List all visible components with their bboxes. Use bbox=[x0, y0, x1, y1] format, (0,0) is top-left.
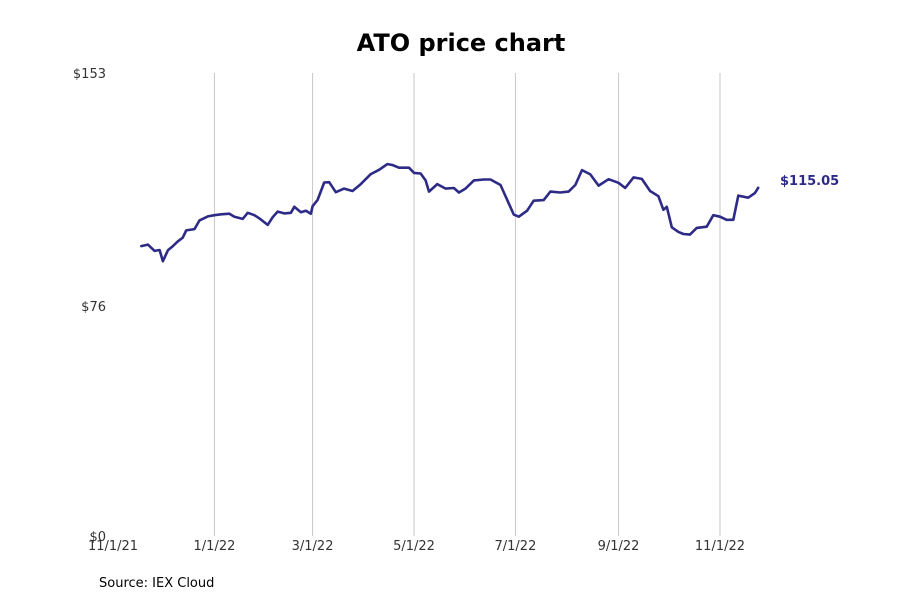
y-tick-label: $76 bbox=[81, 300, 106, 315]
y-tick-label: $0 bbox=[89, 530, 106, 545]
x-axis: 11/1/21 1/1/22 3/1/22 5/1/22 7/1/22 9/1/22 11/… bbox=[88, 539, 745, 554]
y-tick-label: $153 bbox=[73, 67, 106, 82]
x-tick-label: 7/1/22 bbox=[495, 539, 537, 554]
x-tick-label: 11/1/21 bbox=[88, 539, 138, 554]
price-series-line bbox=[140, 162, 760, 263]
x-tick-label: 3/1/22 bbox=[292, 539, 334, 554]
chart-title: ATO price chart bbox=[357, 29, 566, 57]
x-tick-label: 11/1/22 bbox=[695, 539, 745, 554]
x-tick-label: 9/1/22 bbox=[598, 539, 640, 554]
x-tick-label: 5/1/22 bbox=[393, 539, 435, 554]
y-axis: $0 $76 $153 bbox=[73, 67, 106, 545]
source-note: Source: IEX Cloud bbox=[99, 576, 214, 591]
x-tick-label: 1/1/22 bbox=[194, 539, 236, 554]
last-price-label: $115.05 bbox=[780, 174, 839, 189]
grid-layer bbox=[213, 73, 721, 536]
